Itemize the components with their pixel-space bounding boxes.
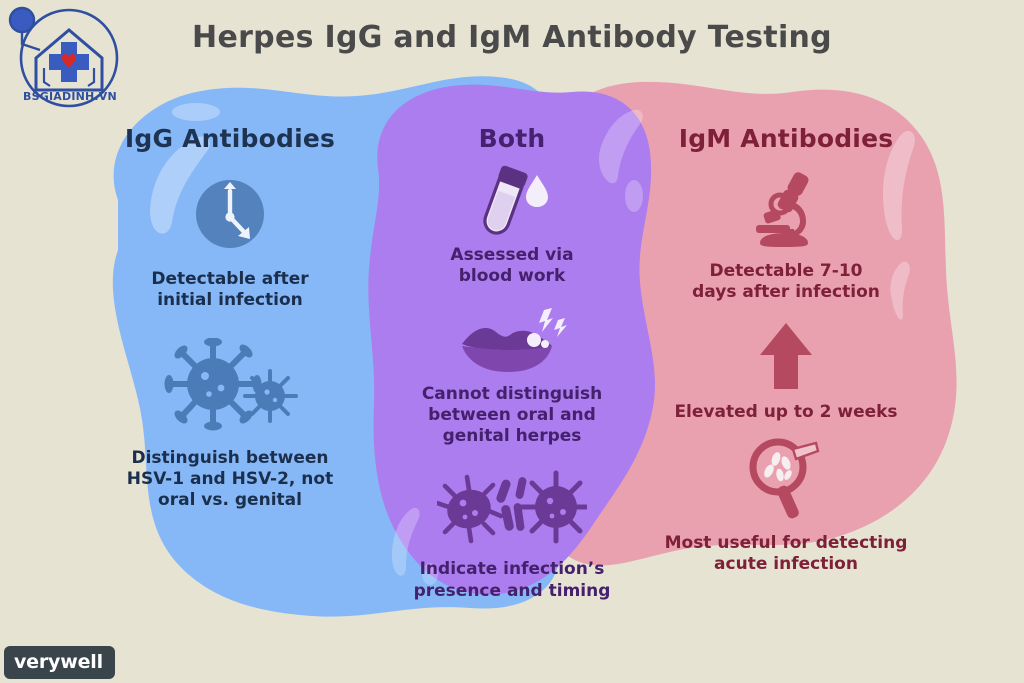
column-igg-text-2: Distinguish between HSV-1 and HSV-2, not…: [126, 447, 334, 511]
both-blob-highlight-2: [625, 180, 643, 212]
logo-earpiece-left-icon: [42, 68, 51, 87]
clock-icon: [96, 171, 364, 257]
germs-icon: [378, 467, 646, 545]
igm-blob: [556, 81, 957, 566]
column-igm-text-2: Elevated up to 2 weeks: [674, 401, 898, 422]
logo-mark: [8, 6, 119, 108]
column-heading-igm: IgM Antibodies: [678, 124, 894, 153]
both-blob-highlight-1: [598, 109, 643, 184]
logo-heart-icon: [61, 53, 77, 68]
column-igg-text-1: Detectable after initial infection: [151, 269, 309, 311]
column-both: Both Assessed via blood work: [378, 124, 646, 602]
blood-test-tube-icon: [378, 163, 646, 239]
virus-pair-icon: [96, 337, 364, 434]
logo-house-icon: [34, 28, 104, 92]
magnifier-germs-icon: [652, 437, 920, 523]
column-igm-text-1: Detectable 7-10 days after infection: [692, 261, 880, 303]
logo-stethoscope-cord: [20, 32, 41, 52]
column-both-text-1: Assessed via blood work: [450, 245, 574, 287]
column-heading-igg: IgG Antibodies: [124, 124, 336, 153]
page-title: Herpes IgG and IgM Antibody Testing: [192, 20, 832, 55]
igg-blob-highlight-2: [172, 103, 220, 121]
logo-ring: [19, 8, 119, 108]
both-blob-highlight-4: [422, 563, 438, 585]
both-blob-highlight-3: [392, 507, 420, 576]
up-arrow-icon: [652, 320, 920, 392]
igm-blob-highlight-1: [882, 131, 915, 241]
column-igm-text-3: Most useful for detecting acute infectio…: [664, 532, 908, 574]
verywell-watermark: verywell: [4, 646, 115, 679]
column-both-text-2: Cannot distinguish between oral and geni…: [421, 383, 603, 447]
logo-caption: BSGIADINH.VN: [23, 90, 117, 103]
igm-blob-highlight-2: [890, 261, 910, 320]
lips-cold-sore-icon: [378, 304, 646, 376]
column-both-text-3: Indicate infection’s presence and timing: [413, 559, 611, 601]
logo-earpiece-right-icon: [87, 68, 96, 87]
igg-blob-highlight-1: [150, 136, 211, 234]
column-igg: IgG Antibodies Detectable after initial …: [96, 124, 364, 511]
column-igm: IgM Antibodies Detectable 7-10 days afte…: [652, 124, 920, 575]
column-heading-both: Both: [478, 124, 546, 153]
microscope-icon: [652, 171, 920, 251]
site-logo[interactable]: BSGIADINH.VN: [6, 6, 130, 116]
